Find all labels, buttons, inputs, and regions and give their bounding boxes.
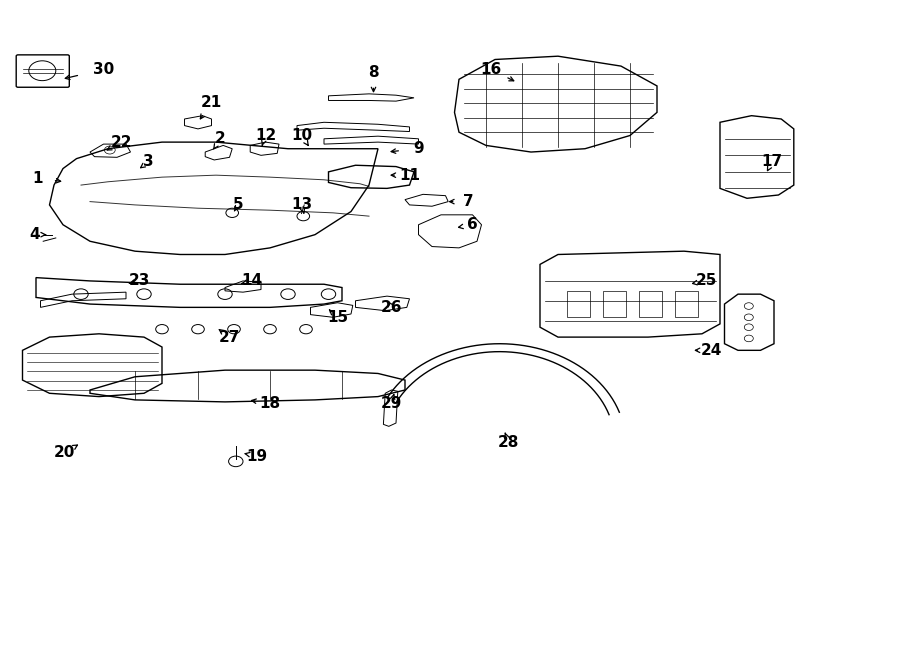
Text: 12: 12 [255,128,276,143]
Text: 17: 17 [761,155,783,169]
Text: 2: 2 [215,132,226,146]
Text: 15: 15 [327,310,348,325]
Text: 7: 7 [463,194,473,209]
Text: 21: 21 [201,95,222,110]
Text: 11: 11 [399,168,420,182]
Text: 23: 23 [129,274,150,288]
Bar [675,291,698,317]
Text: 28: 28 [498,436,519,450]
Bar [639,291,662,317]
Text: 9: 9 [413,141,424,156]
Text: 6: 6 [467,217,478,232]
Text: 3: 3 [143,155,154,169]
Text: 8: 8 [368,65,379,80]
Text: 20: 20 [54,446,76,460]
Text: 29: 29 [381,396,402,410]
Text: 22: 22 [111,135,132,149]
Text: 30: 30 [93,62,114,77]
Text: 19: 19 [246,449,267,463]
Bar [603,291,625,317]
Text: 14: 14 [241,274,263,288]
Text: 4: 4 [29,227,40,242]
Text: 10: 10 [291,128,312,143]
Bar [567,291,590,317]
Text: 13: 13 [291,198,312,212]
Text: 25: 25 [696,274,717,288]
Text: 18: 18 [259,396,281,410]
Text: 24: 24 [700,343,722,358]
Text: 1: 1 [32,171,43,186]
Text: 16: 16 [480,62,501,77]
Text: 26: 26 [381,300,402,315]
Text: 27: 27 [219,330,240,344]
Text: 5: 5 [233,198,244,212]
